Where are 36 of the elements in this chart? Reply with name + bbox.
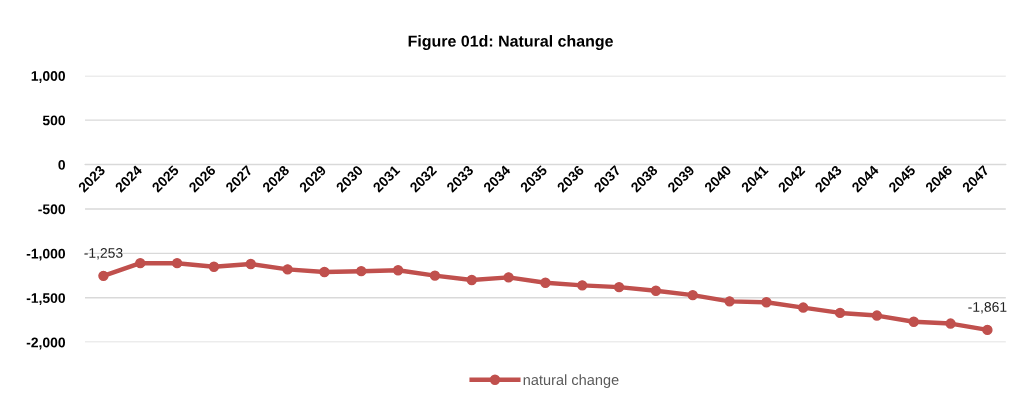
- point: [319, 266, 330, 278]
- point: [245, 258, 256, 270]
- point: [798, 302, 809, 313]
- point: [98, 270, 109, 282]
- point: [466, 274, 477, 286]
- point: [687, 289, 698, 301]
- point: [429, 270, 441, 281]
- point: [392, 265, 404, 276]
- point: [650, 285, 662, 296]
- point: [171, 257, 183, 269]
- chart-title: Figure 01d: Natural change: [408, 35, 613, 50]
- y-tick-label: -1,000: [26, 248, 66, 261]
- point: [834, 307, 846, 319]
- y-tick-label: -1,500: [26, 293, 66, 305]
- point: [871, 310, 883, 321]
- point: [282, 264, 293, 275]
- point: [724, 296, 735, 307]
- y-tick-label: -500: [38, 204, 66, 215]
- point: [356, 265, 367, 277]
- y-tick-label: 1,000: [31, 71, 66, 83]
- point: [613, 281, 625, 293]
- y-tick-label: 0: [58, 159, 66, 170]
- point: [540, 277, 551, 288]
- point: [503, 272, 514, 283]
- point: [761, 297, 772, 308]
- data-label: -1,861: [968, 302, 1007, 314]
- point: [135, 257, 146, 269]
- y-tick-label: -2,000: [26, 337, 66, 350]
- point: [908, 316, 919, 328]
- point: [982, 324, 993, 336]
- point: [945, 318, 956, 329]
- data-label: -1,253: [84, 248, 123, 260]
- point: [208, 261, 220, 272]
- point: [577, 280, 588, 291]
- legend-label: natural change: [523, 374, 619, 388]
- y-tick-label: 500: [42, 115, 66, 126]
